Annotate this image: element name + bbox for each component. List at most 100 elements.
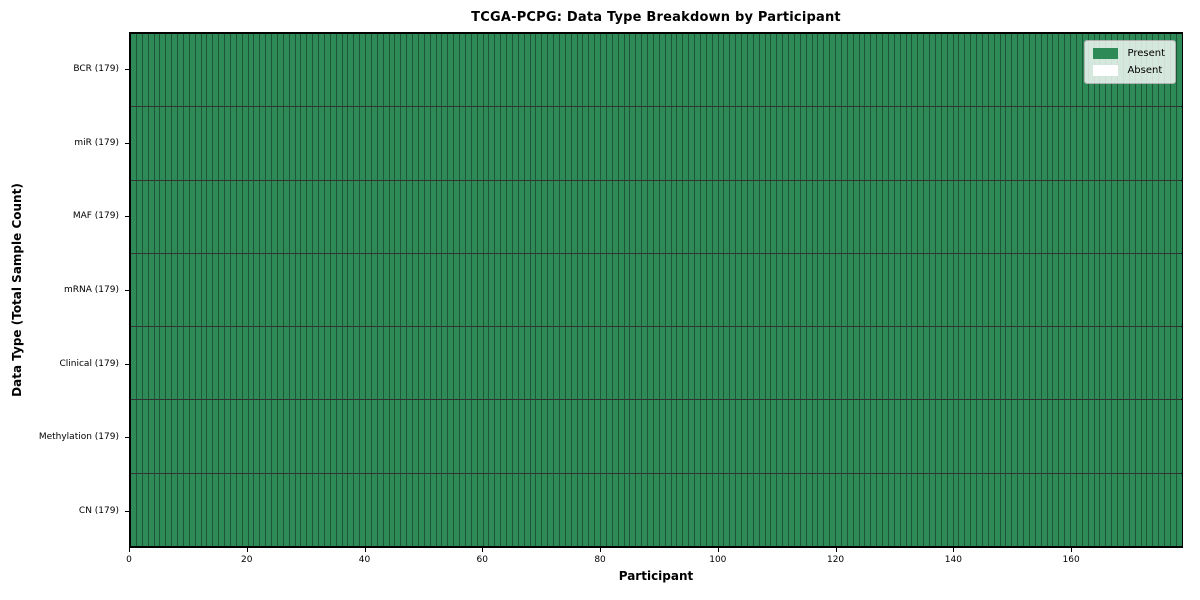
heatmap-cell	[653, 253, 660, 327]
heatmap-cell	[489, 400, 496, 473]
heatmap-cell	[442, 400, 449, 473]
heatmap-cell	[700, 253, 707, 327]
heatmap-cell	[836, 107, 842, 180]
heatmap-cell	[612, 107, 619, 180]
heatmap-cell	[395, 327, 402, 400]
heatmap-cell	[319, 400, 325, 473]
heatmap-cell	[366, 400, 372, 473]
heatmap-cell	[1141, 180, 1148, 253]
heatmap-cell	[172, 400, 178, 473]
heatmap-cell	[742, 400, 748, 473]
heatmap-cell	[366, 253, 372, 327]
heatmap-cell	[1018, 253, 1024, 327]
heatmap-cell	[395, 400, 402, 473]
heatmap-cell	[383, 473, 390, 546]
heatmap-cell	[324, 253, 331, 327]
heatmap-cell	[612, 400, 619, 473]
heatmap-cell	[371, 327, 378, 400]
y-tick-mark	[125, 68, 129, 70]
heatmap-cell	[683, 180, 690, 253]
heatmap-cell	[765, 400, 772, 473]
heatmap-cell	[507, 400, 513, 473]
heatmap-cell	[642, 34, 648, 107]
heatmap-cell	[736, 327, 742, 400]
heatmap-cell	[918, 253, 925, 327]
heatmap-cell	[219, 180, 225, 253]
heatmap-cell	[313, 180, 319, 253]
heatmap-cell	[1076, 180, 1083, 253]
heatmap-cell	[589, 473, 596, 546]
heatmap-cell	[812, 34, 819, 107]
heatmap-cell	[1106, 253, 1113, 327]
heatmap-cell	[383, 180, 390, 253]
heatmap-cell	[965, 400, 972, 473]
heatmap-cell	[947, 34, 954, 107]
heatmap-cell	[742, 34, 748, 107]
heatmap-cell	[771, 473, 778, 546]
heatmap-cell	[319, 180, 325, 253]
heatmap-cell	[536, 327, 543, 400]
heatmap-cell	[301, 107, 308, 180]
heatmap-cell	[806, 180, 813, 253]
heatmap-cell	[565, 327, 572, 400]
heatmap-cell	[601, 180, 607, 253]
heatmap-cell	[160, 327, 167, 400]
heatmap-cell	[460, 253, 466, 327]
heatmap-cell	[512, 473, 519, 546]
heatmap-cell	[589, 34, 596, 107]
y-tick-mark	[125, 216, 129, 218]
heatmap-cell	[131, 400, 137, 473]
heatmap-cell	[178, 473, 184, 546]
y-tick-label: Clinical (179)	[59, 358, 119, 369]
heatmap-cell	[301, 400, 308, 473]
heatmap-cell	[554, 107, 560, 180]
heatmap-cell	[189, 34, 196, 107]
heatmap-cell	[454, 34, 460, 107]
heatmap-cell	[730, 180, 737, 253]
heatmap-cell	[818, 473, 825, 546]
heatmap-cell	[360, 180, 366, 253]
heatmap-cell	[442, 253, 449, 327]
heatmap-cell	[166, 180, 173, 253]
heatmap-cell	[753, 400, 760, 473]
heatmap-cell	[260, 327, 267, 400]
heatmap-cell	[1000, 107, 1007, 180]
legend-label-absent: Absent	[1127, 65, 1163, 76]
heatmap-cell	[653, 180, 660, 253]
heatmap-cell	[471, 253, 478, 327]
heatmap-cell	[336, 107, 343, 180]
heatmap-cell	[1024, 327, 1030, 400]
heatmap-cell	[800, 327, 807, 400]
x-tick-mark	[482, 548, 484, 552]
heatmap-cell	[771, 180, 778, 253]
heatmap-cell	[401, 107, 408, 180]
heatmap-cell	[841, 253, 848, 327]
heatmap-cell	[507, 473, 513, 546]
heatmap-cell	[642, 473, 648, 546]
heatmap-cell	[542, 180, 549, 253]
heatmap-cell	[319, 107, 325, 180]
heatmap-cell	[1029, 34, 1036, 107]
heatmap-cell	[465, 34, 472, 107]
heatmap-cell	[659, 34, 666, 107]
heatmap-cell	[859, 107, 866, 180]
heatmap-cell	[131, 34, 137, 107]
heatmap-cell	[777, 107, 784, 180]
heatmap-cell	[736, 253, 742, 327]
heatmap-cell	[1006, 253, 1013, 327]
heatmap-cell	[1047, 107, 1054, 180]
heatmap-cell	[213, 473, 220, 546]
heatmap-row-clinical	[131, 327, 1182, 401]
heatmap-cell	[377, 327, 384, 400]
heatmap-cell	[883, 327, 889, 400]
heatmap-cell	[524, 253, 531, 327]
heatmap-cell	[430, 34, 437, 107]
heatmap-cell	[941, 400, 948, 473]
heatmap-cell	[730, 34, 737, 107]
heatmap-cell	[736, 107, 742, 180]
heatmap-cell	[183, 327, 190, 400]
heatmap-cell	[542, 473, 549, 546]
heatmap-cell	[225, 327, 231, 400]
heatmap-cell	[418, 180, 425, 253]
heatmap-cell	[1088, 400, 1095, 473]
